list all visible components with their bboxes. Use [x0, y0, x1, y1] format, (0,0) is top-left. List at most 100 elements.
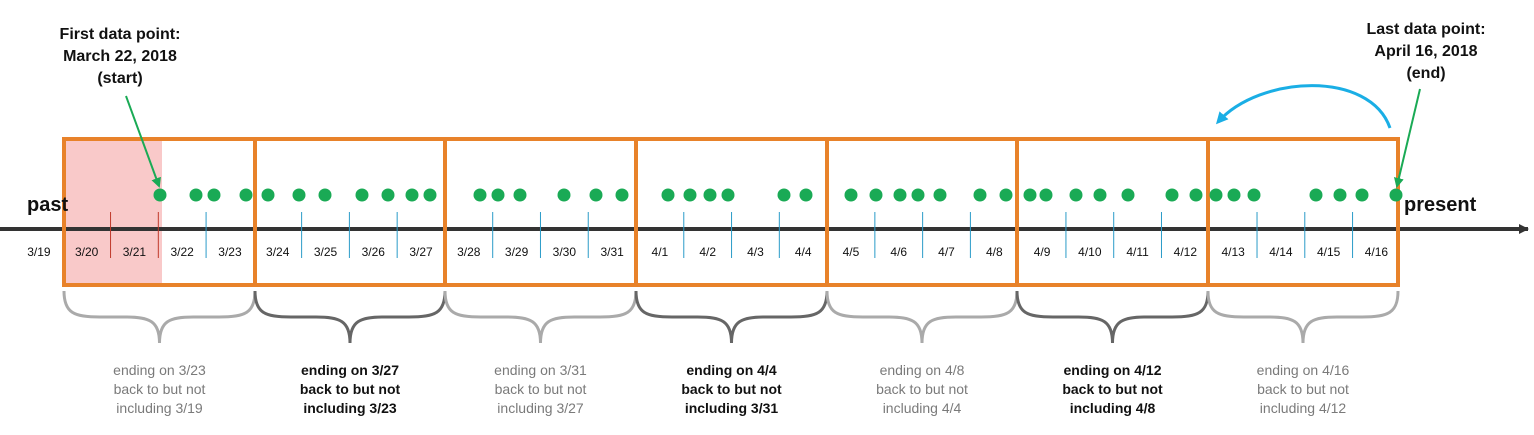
window-caption-line: including 4/12 [1260, 400, 1347, 416]
data-point [973, 188, 987, 202]
date-label: 3/30 [553, 245, 577, 259]
window-brace [1015, 290, 1210, 344]
data-point [292, 188, 306, 202]
window-caption-line: back to but not [1257, 381, 1349, 397]
data-point [1333, 188, 1347, 202]
window-brace [1206, 290, 1400, 344]
window-brace [825, 290, 1019, 344]
window-caption-line: ending on 3/23 [113, 362, 206, 378]
step-back-arrow [1215, 84, 1392, 129]
date-label: 4/11 [1126, 245, 1149, 259]
data-point [557, 188, 571, 202]
window-caption-line: back to but not [1062, 381, 1163, 397]
window-box [253, 137, 447, 287]
window-caption-line: ending on 4/4 [686, 362, 776, 378]
window-caption-line: including 4/4 [883, 400, 962, 416]
start-annotation: First data point: March 22, 2018 (start) [60, 26, 181, 188]
date-label: 3/31 [600, 245, 624, 259]
data-point [661, 188, 675, 202]
window-caption-line: ending on 4/12 [1063, 362, 1161, 378]
end-note-line-1: Last data point: [1366, 21, 1485, 38]
window-brace [634, 290, 829, 344]
data-point [1121, 188, 1135, 202]
data-point [721, 188, 735, 202]
data-point [207, 188, 221, 202]
data-point [1069, 188, 1083, 202]
window-box [1206, 137, 1400, 287]
data-point [893, 188, 907, 202]
date-label: 3/23 [218, 245, 242, 259]
end-arrow [1393, 88, 1421, 188]
end-note-line-3: (end) [1406, 65, 1445, 82]
data-point [844, 188, 858, 202]
window-caption-line: ending on 3/27 [301, 362, 399, 378]
window-boxes [62, 137, 1400, 287]
data-point [911, 188, 925, 202]
date-label: 4/13 [1221, 245, 1245, 259]
window-caption-line: including 3/23 [303, 400, 397, 416]
date-label: 3/25 [314, 245, 338, 259]
date-label: 4/16 [1365, 245, 1389, 259]
date-label: 3/20 [75, 245, 99, 259]
date-label: 3/22 [171, 245, 195, 259]
data-point [1023, 188, 1037, 202]
data-point [589, 188, 603, 202]
data-point [799, 188, 813, 202]
date-label: 3/27 [409, 245, 433, 259]
start-note-line-1: First data point: [60, 26, 181, 43]
end-note-line-2: April 16, 2018 [1374, 43, 1477, 60]
date-label: 4/5 [843, 245, 860, 259]
date-labels: 3/19 3/20 3/21 3/22 3/23 3/24 3/25 3/26 3/27 3/28… [27, 245, 1388, 259]
data-point [261, 188, 275, 202]
data-point [683, 188, 697, 202]
start-note-line-2: March 22, 2018 [63, 48, 177, 65]
date-label: 4/8 [986, 245, 1003, 259]
data-point [777, 188, 791, 202]
window-captions: ending on 3/23 back to but not including 3… [113, 362, 1349, 416]
window-caption-line: ending on 4/8 [880, 362, 965, 378]
data-point [1093, 188, 1107, 202]
data-point [1039, 188, 1053, 202]
window-brace [62, 290, 257, 344]
window-brace [253, 290, 447, 344]
date-label: 4/6 [890, 245, 907, 259]
window-brace [443, 290, 638, 344]
date-label: 3/26 [362, 245, 386, 259]
date-label: 3/21 [123, 245, 147, 259]
date-label: 4/9 [1034, 245, 1051, 259]
window-caption-line: back to but not [876, 381, 968, 397]
start-arrow [125, 95, 161, 188]
data-point [405, 188, 419, 202]
window-caption-line: including 4/8 [1070, 400, 1156, 416]
data-point [1355, 188, 1369, 202]
data-point [615, 188, 629, 202]
present-label: present [1404, 194, 1477, 216]
window-braces [62, 290, 1400, 344]
window-caption-line: back to but not [495, 381, 587, 397]
window-caption-line: including 3/19 [116, 400, 203, 416]
window-caption-line: including 3/31 [685, 400, 779, 416]
window-caption-line: ending on 4/16 [1257, 362, 1350, 378]
date-label: 4/4 [795, 245, 812, 259]
data-point [999, 188, 1013, 202]
window-caption-line: back to but not [681, 381, 782, 397]
date-label: 4/7 [938, 245, 955, 259]
excluded-region [64, 139, 162, 285]
data-point [1165, 188, 1179, 202]
data-point [703, 188, 717, 202]
data-point [153, 188, 167, 202]
data-point [1189, 188, 1203, 202]
data-point [189, 188, 203, 202]
end-annotation: Last data point: April 16, 2018 (end) [1215, 21, 1486, 188]
data-point [318, 188, 332, 202]
window-caption-line: including 3/27 [497, 400, 584, 416]
data-point [423, 188, 437, 202]
window-caption-line: ending on 3/31 [494, 362, 587, 378]
start-note-line-3: (start) [97, 70, 142, 87]
date-label: 3/28 [457, 245, 481, 259]
data-point [491, 188, 505, 202]
data-point [933, 188, 947, 202]
data-point [1247, 188, 1261, 202]
past-label: past [27, 194, 68, 216]
date-label: 4/15 [1317, 245, 1341, 259]
